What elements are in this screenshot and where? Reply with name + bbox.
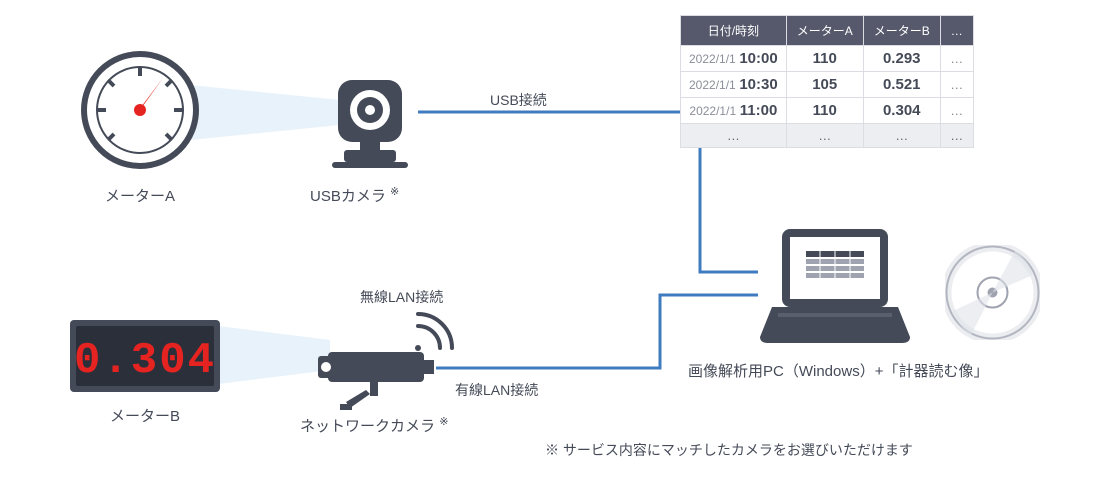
table-row-ellipsis: ………… xyxy=(681,124,974,148)
table-row: 2022/1/1 10:001100.293… xyxy=(681,46,974,72)
disc-icon xyxy=(945,245,1040,340)
pc-label: 画像解析用PC（Windows）+「計器読む像」 xyxy=(688,360,988,381)
table-row: 2022/1/1 11:001100.304… xyxy=(681,98,974,124)
table-header: メーターA xyxy=(786,16,863,46)
data-table: 日付/時刻メーターAメーターB… 2022/1/1 10:001100.293…… xyxy=(680,15,974,148)
table-row: 2022/1/1 10:301050.521… xyxy=(681,72,974,98)
table-header: 日付/時刻 xyxy=(681,16,787,46)
table-header: メーターB xyxy=(863,16,940,46)
table-header: … xyxy=(940,16,973,46)
footnote: ※ サービス内容にマッチしたカメラをお選びいただけます xyxy=(545,440,913,460)
laptop-icon xyxy=(760,225,910,345)
